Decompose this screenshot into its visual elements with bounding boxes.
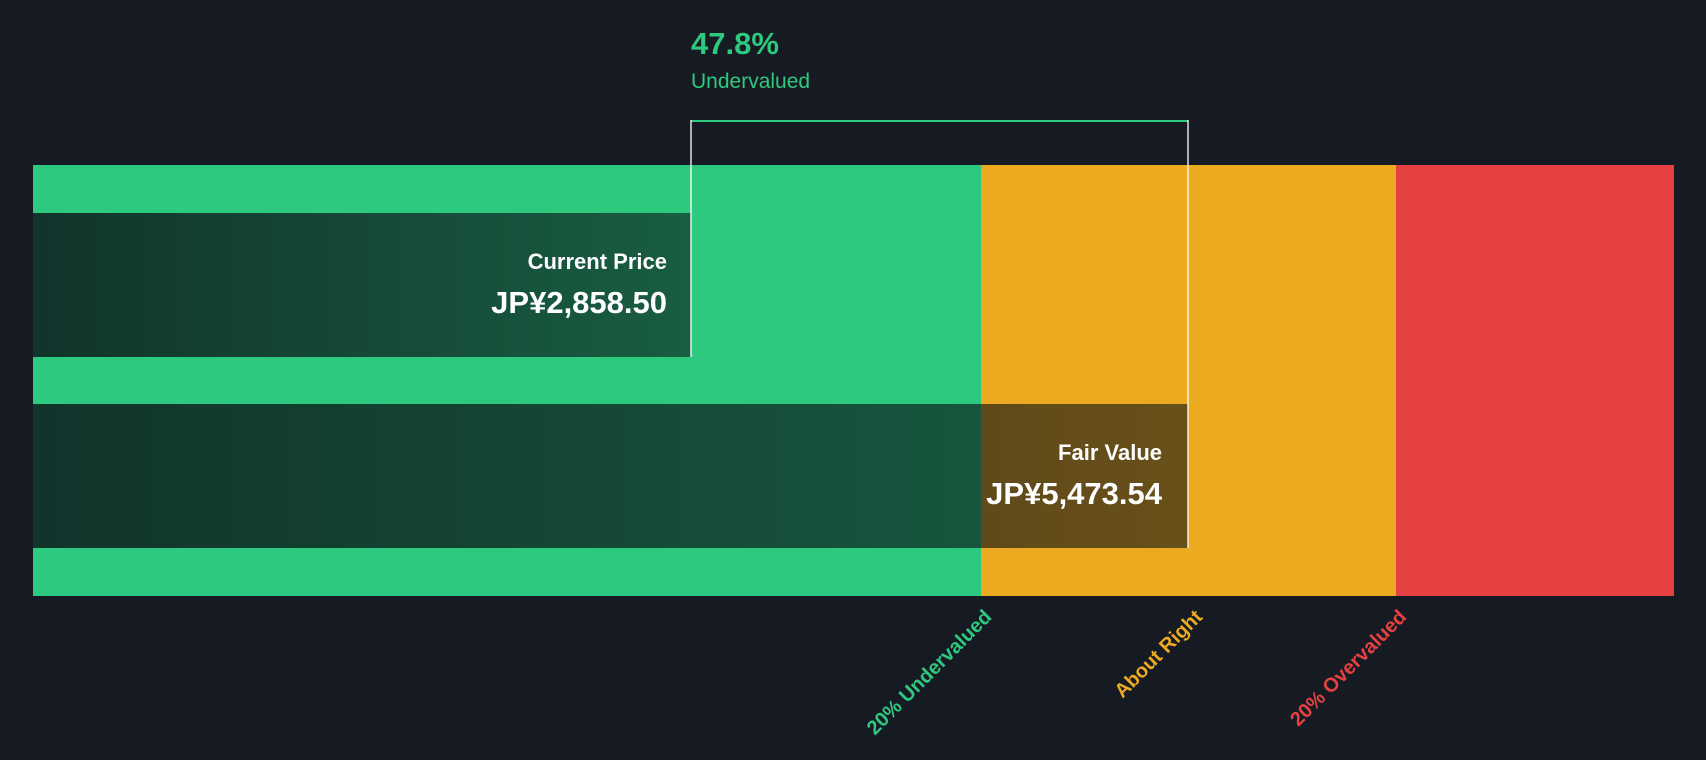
current-price-value: JP¥2,858.50 — [491, 285, 667, 320]
current-price-marker-line — [690, 120, 692, 357]
axis-label-undervalued: 20% Undervalued — [863, 606, 997, 740]
current-price-bar[interactable]: Current Price JP¥2,858.50 — [33, 213, 691, 357]
valuation-gauge: Current Price JP¥2,858.50 Fair Value JP¥… — [33, 165, 1674, 596]
fair-value-value: JP¥5,473.54 — [986, 476, 1162, 511]
fair-value-label: Fair Value — [1058, 440, 1162, 465]
zone-overvalued — [1396, 165, 1674, 596]
fair-value-marker-line — [1187, 120, 1189, 548]
discount-label: Undervalued — [691, 70, 811, 93]
bracket-line — [691, 120, 1188, 122]
axis-label-overvalued: 20% Overvalued — [1286, 606, 1412, 731]
axis-label-about-right: About Right — [1110, 606, 1207, 703]
discount-percent: 47.8% — [691, 26, 779, 61]
current-price-label: Current Price — [527, 249, 667, 274]
fair-value-bar[interactable]: Fair Value JP¥5,473.54 — [33, 404, 1188, 548]
discount-annotation: 47.8% Undervalued — [691, 26, 810, 94]
